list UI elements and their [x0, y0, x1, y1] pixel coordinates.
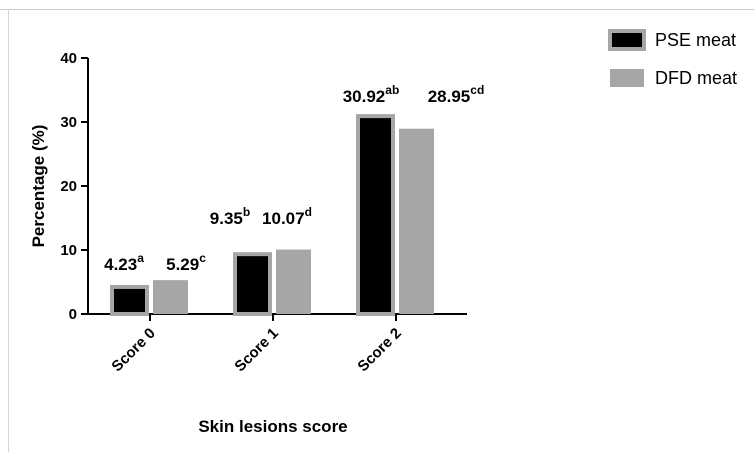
legend-swatch-dfd: [610, 69, 644, 87]
data-label-value: 4.23: [104, 255, 137, 274]
data-label: 4.23a: [104, 251, 144, 274]
data-label: 10.07d: [262, 205, 312, 228]
data-label-superscript: b: [243, 205, 250, 219]
bar-dfd-1: [276, 249, 311, 314]
y-tick-label: 0: [69, 306, 77, 323]
frame-top-border: [0, 9, 754, 10]
data-label-superscript: ab: [385, 83, 399, 97]
legend-label: DFD meat: [655, 68, 737, 88]
data-label: 5.29c: [166, 251, 206, 274]
x-tick-label: Score 2: [354, 325, 404, 375]
y-tick-label: 40: [60, 50, 77, 67]
data-label-superscript: cd: [470, 83, 484, 97]
y-tick-label: 20: [60, 178, 77, 195]
data-label: 9.35b: [210, 205, 250, 228]
data-label-value: 10.07: [262, 209, 305, 228]
data-label-value: 5.29: [166, 255, 199, 274]
data-label-superscript: a: [137, 251, 144, 265]
data-label-value: 9.35: [210, 209, 243, 228]
data-label-value: 28.95: [428, 87, 471, 106]
data-label-value: 30.92: [343, 87, 386, 106]
y-tick-label: 30: [60, 114, 77, 131]
data-label-superscript: d: [305, 205, 312, 219]
bar-dfd-0: [153, 280, 188, 314]
legend-label: PSE meat: [655, 30, 736, 50]
y-axis-title: Percentage (%): [29, 125, 48, 248]
frame-left-border: [8, 9, 9, 452]
data-label: 30.92ab: [343, 83, 400, 106]
bar-pse-1: [233, 252, 272, 317]
chart-bars: [110, 114, 434, 317]
legend-swatch-pse: [608, 29, 646, 51]
bar-pse-2: [356, 114, 395, 316]
bar-dfd-2: [399, 128, 434, 314]
x-tick-label: Score 0: [108, 325, 158, 375]
data-label: 28.95cd: [428, 83, 485, 106]
x-tick-label: Score 1: [231, 325, 281, 375]
x-axis-title: Skin lesions score: [198, 417, 347, 436]
data-label-superscript: c: [199, 251, 206, 265]
y-tick-label: 10: [60, 242, 77, 259]
bar-pse-0: [110, 284, 149, 317]
chart-legend: PSE meat DFD meat: [608, 29, 737, 88]
